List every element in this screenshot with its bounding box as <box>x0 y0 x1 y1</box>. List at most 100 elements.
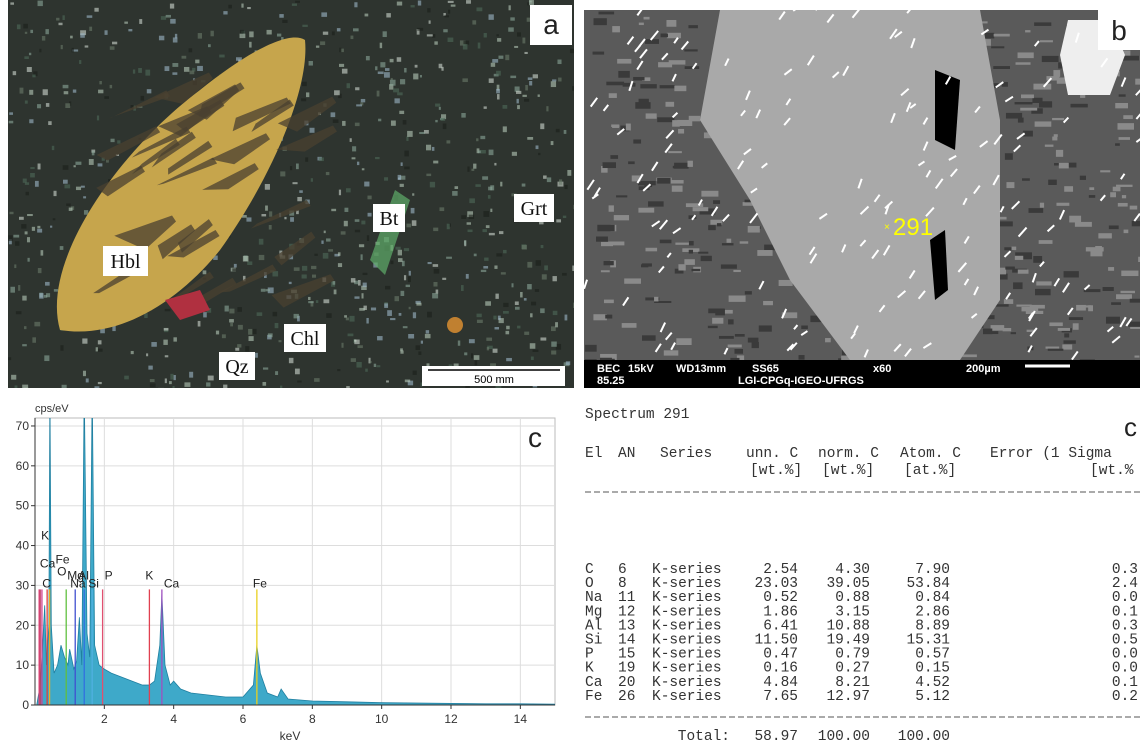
speck <box>243 256 249 262</box>
speck <box>645 248 657 252</box>
speck <box>418 1 421 6</box>
speck <box>54 289 58 292</box>
speck <box>640 84 656 88</box>
speck <box>53 218 56 220</box>
scale-label: 500 mm <box>474 374 514 386</box>
speck <box>1106 317 1120 324</box>
speck <box>426 330 429 333</box>
speck <box>350 316 355 322</box>
speck <box>409 271 411 276</box>
speck <box>533 74 538 78</box>
speck <box>35 181 39 187</box>
speck <box>279 340 282 342</box>
speck <box>25 231 28 234</box>
speck <box>54 191 57 196</box>
speck <box>503 105 508 109</box>
speck <box>687 161 692 167</box>
speck <box>37 229 42 233</box>
speck <box>411 208 415 213</box>
speck <box>475 184 480 187</box>
speck <box>159 36 164 41</box>
speck <box>30 30 33 33</box>
speck <box>657 178 670 184</box>
speck <box>138 68 142 73</box>
speck <box>352 146 356 151</box>
speck <box>1039 240 1053 244</box>
speck <box>570 49 575 53</box>
speck <box>9 112 13 115</box>
speck <box>491 63 495 67</box>
speck <box>476 138 478 141</box>
speck <box>241 4 243 8</box>
speck <box>427 312 432 318</box>
speck <box>1021 307 1038 311</box>
label: Bt <box>380 208 399 230</box>
speck <box>366 56 370 60</box>
speck <box>377 91 380 97</box>
photo-b <box>584 1 1140 366</box>
speck <box>734 349 743 354</box>
speck <box>357 162 359 165</box>
speck <box>370 361 372 363</box>
speck <box>38 268 42 273</box>
speck <box>573 303 577 308</box>
speck <box>24 326 26 329</box>
x-tick-label: 12 <box>444 712 458 726</box>
speck <box>351 278 356 282</box>
speck <box>21 224 26 229</box>
speck <box>412 220 417 226</box>
speck <box>469 339 475 343</box>
speck <box>85 45 89 47</box>
speck <box>1006 182 1014 188</box>
speck <box>58 23 62 25</box>
speck <box>461 113 465 118</box>
speck <box>531 302 536 306</box>
table-cell: 7.65 <box>763 689 798 705</box>
footer-text: 15kV <box>628 363 654 375</box>
speck <box>557 60 561 65</box>
speck <box>500 182 502 187</box>
speck <box>290 166 292 170</box>
speck <box>564 130 567 134</box>
speck <box>294 314 299 319</box>
speck <box>420 75 422 78</box>
speck <box>350 138 352 142</box>
speck <box>247 261 252 265</box>
speck <box>488 195 491 199</box>
speck <box>496 71 501 76</box>
speck <box>494 265 497 268</box>
speck <box>612 125 619 128</box>
speck <box>642 263 652 266</box>
speck <box>320 41 325 45</box>
speck <box>206 382 210 386</box>
speck <box>170 374 173 380</box>
speck <box>400 184 404 187</box>
speck <box>517 99 519 104</box>
speck <box>439 107 441 110</box>
speck <box>443 29 447 32</box>
speck <box>105 30 108 35</box>
y-tick-label: 10 <box>16 658 30 672</box>
speck <box>314 254 317 256</box>
speck <box>228 5 232 9</box>
speck <box>527 262 532 268</box>
speck <box>1118 203 1128 207</box>
speck <box>633 139 641 143</box>
speck <box>572 266 575 272</box>
speck <box>357 345 362 348</box>
speck <box>265 206 268 211</box>
speck <box>397 57 401 62</box>
speck <box>514 46 518 48</box>
speck <box>355 219 360 222</box>
speck <box>174 375 176 380</box>
speck <box>524 52 527 54</box>
speck <box>328 249 333 251</box>
speck <box>669 60 686 64</box>
speck <box>536 260 541 266</box>
speck <box>503 311 509 314</box>
speck <box>390 261 393 265</box>
speck <box>555 322 558 327</box>
speck <box>421 341 423 344</box>
speck <box>547 177 551 182</box>
speck <box>383 31 387 37</box>
